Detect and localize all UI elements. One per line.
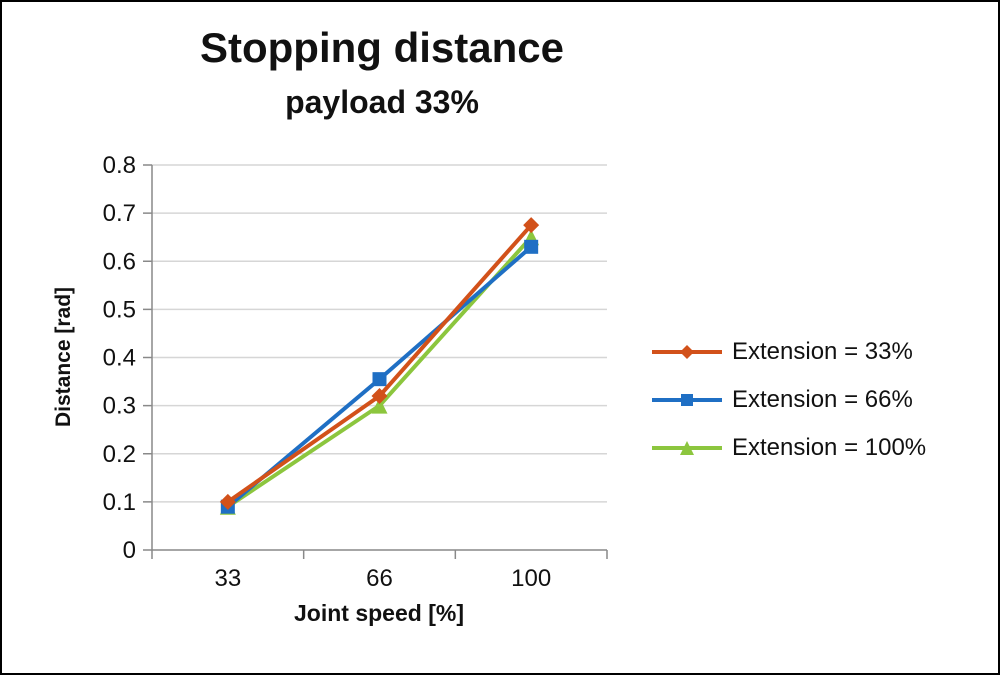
legend-item: Extension = 66% [650,386,926,414]
y-tick-label: 0.3 [103,393,136,420]
legend-item: Extension = 33% [650,338,926,366]
y-tick-label: 0.5 [103,296,136,323]
y-tick-label: 0 [123,537,136,564]
diamond-marker [219,493,236,510]
legend-swatch [652,345,722,359]
legend-swatch [652,441,722,455]
x-tick-label: 66 [366,565,393,592]
y-axis-label: Distance [rad] [52,286,75,428]
y-tick-label: 0.1 [103,489,136,516]
x-axis-label: Joint speed [%] [294,600,464,626]
triangle-marker [371,397,388,414]
y-tick-label: 0.7 [103,200,136,227]
diamond-marker [371,388,388,404]
legend: Extension = 33% Extension = 66% Extension … [650,338,926,462]
square-marker [372,372,387,387]
series-extension-33- [219,217,540,510]
square-marker [681,394,693,406]
square-marker [524,239,539,254]
y-tick-label: 0.8 [103,152,136,179]
y-tick-label: 0.2 [103,441,136,468]
diamond-marker [680,345,694,359]
chart-title: Stopping distance [199,24,564,71]
legend-swatch [652,394,722,406]
legend-label: Extension = 100% [732,434,927,461]
legend-item: Extension = 100% [650,434,926,462]
diamond-marker [523,217,540,234]
chart-subtitle: payload 33% [285,84,479,120]
y-tick-label: 0.6 [103,248,136,275]
triangle-marker [680,441,694,455]
legend-label: Extension = 66% [732,386,913,413]
y-tick-label: 0.4 [103,345,136,372]
legend-label: Extension = 33% [732,338,913,365]
x-tick-label: 100 [511,565,551,592]
series-line [225,223,534,504]
x-tick-label: 33 [214,565,241,592]
